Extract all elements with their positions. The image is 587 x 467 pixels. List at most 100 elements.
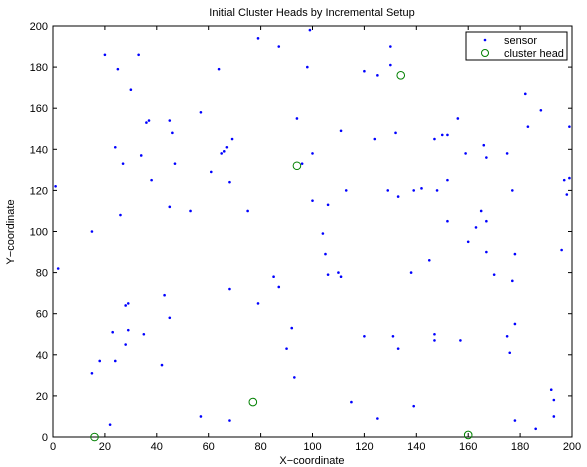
sensor-point [327,273,330,276]
sensor-point [563,179,566,182]
sensor-point [171,132,174,135]
sensor-point [104,53,107,56]
sensor-point [54,185,57,188]
sensor-point [257,302,260,305]
sensor-point [508,351,511,354]
sensor-point [433,339,436,342]
sensor-point [553,415,556,418]
y-tick-label: 180 [30,62,48,74]
sensor-point [363,335,366,338]
sensor-point [309,29,312,32]
sensor-point [482,144,485,147]
sensor-point [428,259,431,262]
sensor-point [433,138,436,141]
x-tick-label: 100 [303,441,321,453]
sensor-point [228,288,231,291]
y-tick-label: 200 [30,21,48,33]
sensor-point [311,199,314,202]
sensor-point [433,333,436,336]
y-tick-label: 140 [30,144,48,156]
sensor-point [111,331,114,334]
sensor-point [410,271,413,274]
y-tick-label: 120 [30,185,48,197]
sensor-point [397,347,400,350]
sensor-point [117,68,120,71]
sensor-point [189,210,192,213]
sensor-point [457,117,460,120]
sensor-point [568,177,571,180]
sensor-point [57,267,60,270]
sensor-point [161,364,164,367]
sensor-point [394,132,397,135]
x-tick-label: 0 [50,441,56,453]
sensor-point [200,111,203,114]
legend-sensor-marker-icon [484,39,487,42]
sensor-point [506,335,509,338]
sensor-point [485,156,488,159]
sensor-point [98,360,101,363]
sensor-point [119,214,122,217]
sensor-point [301,162,304,165]
sensor-point [140,154,143,157]
sensor-point [527,125,530,128]
sensor-point [363,70,366,73]
sensor-point [485,251,488,254]
sensor-point [553,399,556,402]
y-tick-label: 40 [36,350,48,362]
x-tick-label: 40 [151,441,163,453]
sensor-point [485,220,488,223]
sensor-point [560,249,563,252]
sensor-point [223,150,226,153]
plot-area-frame [53,26,572,437]
sensor-point [272,275,275,278]
sensor-point [277,286,280,289]
sensor-point [200,415,203,418]
sensor-point [436,189,439,192]
sensor-point [566,193,569,196]
sensor-point [285,347,288,350]
sensor-point [148,119,151,122]
sensor-point [540,109,543,112]
sensor-point [420,187,423,190]
x-tick-label: 180 [511,441,529,453]
y-tick-label: 80 [36,268,48,280]
sensor-point [91,230,94,233]
sensor-point [91,372,94,375]
sensor-point [412,189,415,192]
sensor-point [257,37,260,40]
sensor-point [109,423,112,426]
x-tick-label: 200 [563,441,581,453]
chart-title: Initial Cluster Heads by Incremental Set… [209,7,414,19]
y-axis-label: Y−coordinate [5,199,17,264]
sensor-point [550,388,553,391]
sensor-point [226,146,229,149]
sensor-point [412,405,415,408]
sensor-point [337,271,340,274]
sensor-point [150,179,153,182]
sensor-point [127,329,130,332]
sensor-point [446,134,449,137]
sensor-point [246,210,249,213]
x-tick-label: 160 [459,441,477,453]
sensor-point [228,419,231,422]
sensor-point [514,323,517,326]
sensor-point [389,45,392,48]
legend: sensor cluster head [466,32,567,60]
sensor-point [324,253,327,256]
sensor-point [124,343,127,346]
sensor-point [493,273,496,276]
sensor-point [459,339,462,342]
x-tick-label: 140 [407,441,425,453]
x-tick-label: 80 [254,441,266,453]
y-tick-label: 160 [30,103,48,115]
sensor-point [130,88,133,91]
sensor-point [389,64,392,67]
sensor-point [441,134,444,137]
sensor-point [220,152,223,155]
sensor-point [514,253,517,256]
sensor-point [168,119,171,122]
sensor-point [124,304,127,307]
sensor-point [464,152,467,155]
x-tick-label: 120 [355,441,373,453]
